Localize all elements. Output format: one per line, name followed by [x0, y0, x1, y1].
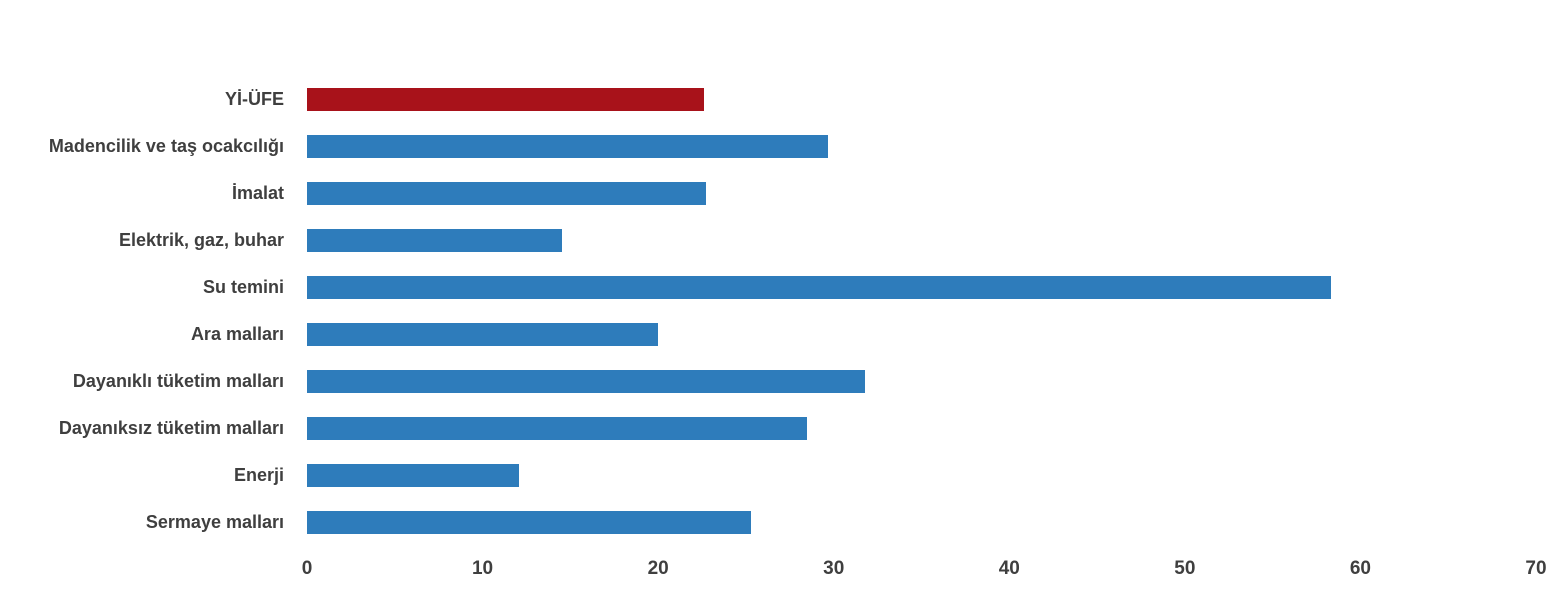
- chart-row: Ara malları: [0, 311, 1536, 358]
- chart-row: İmalat: [0, 170, 1536, 217]
- chart-row: Sermaye malları: [0, 499, 1536, 546]
- category-label: İmalat: [231, 183, 284, 203]
- category-label: Elektrik, gaz, buhar: [118, 230, 284, 250]
- category-label: Yİ-ÜFE: [224, 89, 284, 109]
- bar: [307, 135, 829, 158]
- x-tick-label: 40: [998, 558, 1020, 579]
- bar: [307, 323, 659, 346]
- bar: [307, 464, 520, 487]
- x-axis: 0 10 20 30 40 50 60 70: [302, 558, 1547, 594]
- x-tick-label: 30: [823, 558, 845, 579]
- bar-track: [307, 511, 1536, 534]
- bar-track: [307, 229, 1536, 252]
- bar-track: [307, 88, 1536, 111]
- x-tick-label: 70: [1525, 558, 1547, 579]
- category-label: Dayanıklı tüketim malları: [72, 371, 284, 391]
- bar: [307, 229, 562, 252]
- bar-track: [307, 135, 1536, 158]
- x-tick-label: 10: [471, 558, 494, 579]
- chart-row: Yİ-ÜFE: [0, 76, 1536, 123]
- chart-row: Madencilik ve taş ocakcılığı: [0, 123, 1536, 170]
- bar: [307, 370, 866, 393]
- bar: [307, 511, 752, 534]
- category-label: Enerji: [233, 465, 284, 485]
- bar-track: [307, 276, 1536, 299]
- bar-track: [307, 370, 1536, 393]
- x-tick-label: 20: [647, 558, 669, 579]
- bar: [307, 276, 1331, 299]
- x-tick-label: 60: [1349, 558, 1371, 579]
- chart-row: Elektrik, gaz, buhar: [0, 217, 1536, 264]
- chart-row: Dayanıklı tüketim malları: [0, 358, 1536, 405]
- category-label: Sermaye malları: [145, 512, 284, 532]
- x-tick-label: 0: [301, 558, 313, 579]
- bar: [307, 88, 704, 111]
- chart-row: Dayanıksız tüketim malları: [0, 405, 1536, 452]
- bar: [307, 182, 706, 205]
- category-label: Ara malları: [190, 324, 284, 344]
- bar-track: [307, 417, 1536, 440]
- chart-row: Su temini: [0, 264, 1536, 311]
- chart-row: Enerji: [0, 452, 1536, 499]
- category-label: Madencilik ve taş ocakcılığı: [48, 136, 284, 156]
- bar: [307, 417, 808, 440]
- category-label: Su temini: [202, 277, 284, 297]
- chart-rows: Yİ-ÜFE Madencilik ve taş ocakcılığı İmalat…: [0, 76, 1536, 546]
- bar-track: [307, 182, 1536, 205]
- x-tick-label: 50: [1174, 558, 1196, 579]
- bar-track: [307, 323, 1536, 346]
- category-label: Dayanıksız tüketim malları: [58, 418, 284, 438]
- bar-track: [307, 464, 1536, 487]
